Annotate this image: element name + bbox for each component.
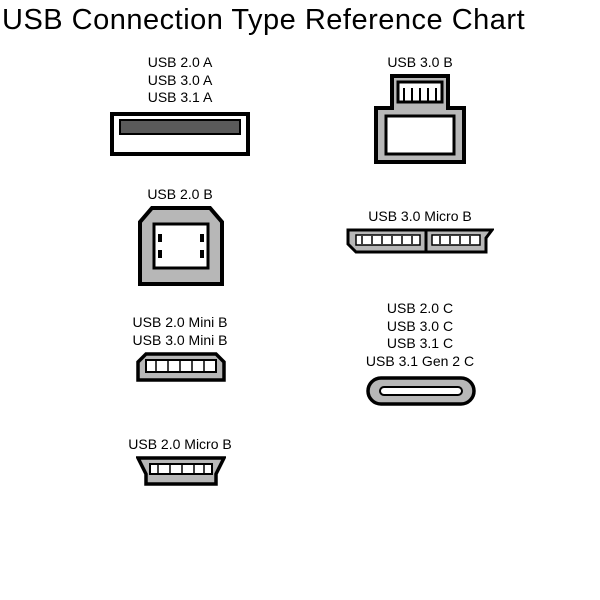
usb-3-micro-b-icon	[346, 228, 494, 254]
label-usb-3-micro-b: USB 3.0 Micro B	[320, 208, 520, 226]
label-usb-a: USB 2.0 AUSB 3.0 AUSB 3.1 A	[80, 54, 280, 107]
connector-label-line: USB 3.0 B	[320, 54, 520, 72]
connector-label-line: USB 2.0 Micro B	[80, 436, 280, 454]
label-usb-3-b: USB 3.0 B	[320, 54, 520, 72]
usb-2-b-icon	[138, 206, 224, 286]
connector-label-line: USB 2.0 C	[320, 300, 520, 318]
label-usb-mini-b: USB 2.0 Mini BUSB 3.0 Mini B	[80, 314, 280, 349]
connector-label-line: USB 2.0 Mini B	[80, 314, 280, 332]
connector-label-line: USB 3.1 C	[320, 335, 520, 353]
usb-2-micro-b-icon	[136, 456, 226, 486]
connector-label-line: USB 3.1 A	[80, 89, 280, 107]
label-usb-2-b: USB 2.0 B	[80, 186, 280, 204]
chart-title: USB Connection Type Reference Chart	[2, 4, 525, 37]
usb-mini-b-icon	[136, 352, 226, 382]
connector-label-line: USB 3.0 C	[320, 318, 520, 336]
usb-a-icon	[110, 112, 250, 156]
label-usb-2-micro-b: USB 2.0 Micro B	[80, 436, 280, 454]
usb-3-b-icon	[374, 74, 466, 164]
connector-label-line: USB 3.1 Gen 2 C	[320, 353, 520, 371]
usb-c-icon	[366, 376, 476, 406]
connector-label-line: USB 3.0 A	[80, 72, 280, 90]
connector-label-line: USB 2.0 B	[80, 186, 280, 204]
connector-label-line: USB 3.0 Mini B	[80, 332, 280, 350]
connector-label-line: USB 3.0 Micro B	[320, 208, 520, 226]
connector-label-line: USB 2.0 A	[80, 54, 280, 72]
label-usb-c: USB 2.0 CUSB 3.0 CUSB 3.1 CUSB 3.1 Gen 2…	[320, 300, 520, 370]
